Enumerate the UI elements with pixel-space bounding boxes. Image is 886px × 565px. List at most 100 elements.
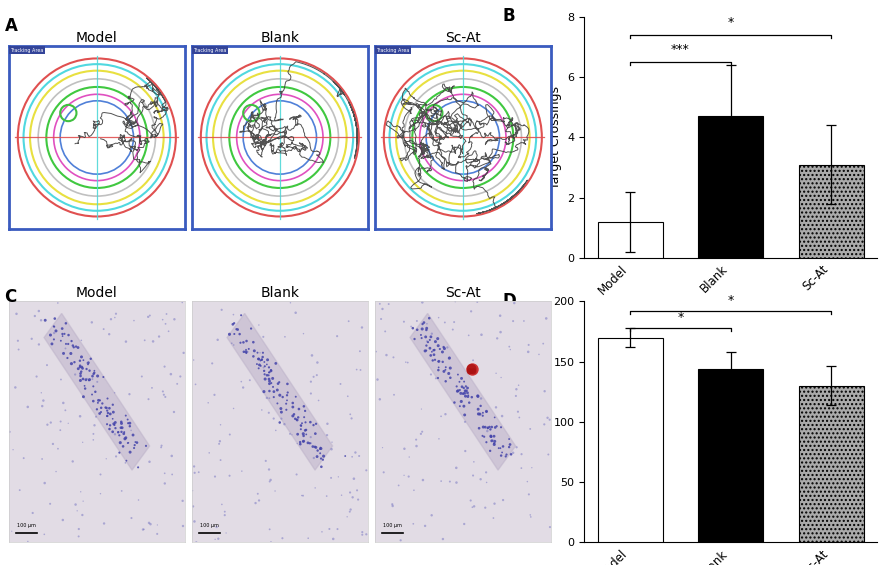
Point bbox=[54, 336, 68, 345]
Point bbox=[330, 524, 345, 533]
Point bbox=[170, 379, 184, 388]
Point bbox=[345, 414, 359, 423]
Point bbox=[93, 489, 107, 498]
Point bbox=[536, 339, 550, 348]
Point bbox=[289, 392, 303, 401]
Point bbox=[483, 425, 497, 434]
Point bbox=[230, 325, 245, 334]
Point bbox=[285, 430, 299, 439]
Point bbox=[262, 375, 276, 384]
Point bbox=[142, 395, 156, 404]
Point bbox=[415, 427, 429, 436]
Point bbox=[244, 324, 258, 333]
Point bbox=[341, 392, 355, 401]
Point bbox=[480, 427, 494, 436]
Point bbox=[154, 441, 168, 450]
Point bbox=[434, 412, 448, 421]
Point bbox=[451, 386, 465, 396]
Point bbox=[164, 370, 178, 379]
Point bbox=[236, 383, 250, 392]
Point bbox=[97, 372, 111, 381]
Point bbox=[73, 356, 87, 365]
Point bbox=[479, 438, 494, 447]
Point bbox=[467, 502, 481, 511]
Point bbox=[218, 507, 232, 516]
Point bbox=[296, 429, 310, 438]
Point bbox=[423, 336, 437, 345]
Point bbox=[474, 394, 488, 403]
Point bbox=[439, 377, 453, 386]
Point bbox=[131, 463, 145, 472]
Point bbox=[101, 408, 115, 418]
Point bbox=[346, 474, 361, 483]
Point bbox=[266, 374, 280, 383]
Bar bbox=[698, 369, 764, 542]
Point bbox=[392, 481, 406, 490]
Point bbox=[264, 366, 278, 375]
Point bbox=[324, 445, 338, 454]
Point bbox=[521, 347, 535, 357]
Point bbox=[442, 354, 456, 363]
Point bbox=[449, 463, 463, 472]
Point bbox=[20, 402, 35, 411]
Point bbox=[108, 430, 122, 439]
Point bbox=[85, 318, 99, 327]
Point bbox=[260, 393, 274, 402]
Polygon shape bbox=[44, 314, 150, 470]
Point bbox=[438, 318, 452, 327]
Point bbox=[108, 424, 122, 433]
Point bbox=[456, 389, 470, 398]
Point bbox=[208, 472, 222, 481]
Point bbox=[512, 413, 526, 422]
Point bbox=[502, 434, 517, 444]
Point bbox=[109, 452, 123, 461]
Text: 100 µm: 100 µm bbox=[200, 523, 219, 528]
Point bbox=[137, 336, 152, 345]
Point bbox=[543, 523, 557, 532]
Point bbox=[484, 432, 498, 441]
Point bbox=[310, 371, 324, 380]
Point bbox=[458, 386, 472, 396]
Point bbox=[253, 360, 267, 370]
Point bbox=[296, 437, 310, 446]
Title: Sc-At: Sc-At bbox=[445, 31, 481, 45]
Point bbox=[408, 334, 422, 344]
Point bbox=[82, 358, 96, 367]
Point bbox=[127, 316, 141, 325]
Point bbox=[477, 432, 491, 441]
Point bbox=[254, 406, 268, 415]
Point bbox=[75, 364, 89, 373]
Point bbox=[424, 511, 439, 520]
Point bbox=[226, 320, 240, 329]
Point bbox=[124, 514, 138, 523]
Point bbox=[428, 355, 442, 364]
Point bbox=[359, 466, 373, 475]
Point bbox=[462, 331, 476, 340]
Point bbox=[202, 449, 216, 458]
Point bbox=[229, 325, 244, 334]
Point bbox=[520, 477, 534, 486]
Point bbox=[65, 337, 79, 346]
Point bbox=[455, 397, 469, 406]
Point bbox=[298, 426, 312, 435]
Point bbox=[83, 354, 97, 363]
Point bbox=[283, 429, 297, 438]
Point bbox=[449, 382, 463, 391]
Point bbox=[276, 534, 290, 543]
Point bbox=[286, 402, 300, 411]
Point bbox=[43, 499, 58, 508]
Point bbox=[167, 407, 181, 416]
Point bbox=[51, 298, 65, 307]
Point bbox=[262, 386, 276, 396]
Point bbox=[225, 339, 239, 348]
Point bbox=[211, 534, 225, 543]
Point bbox=[420, 337, 434, 346]
Text: Tracking Area: Tracking Area bbox=[377, 48, 410, 53]
Point bbox=[431, 373, 445, 383]
Point bbox=[304, 438, 318, 447]
Point bbox=[424, 370, 438, 379]
Point bbox=[299, 430, 314, 439]
Point bbox=[277, 420, 291, 429]
Point bbox=[165, 470, 179, 479]
Point bbox=[310, 452, 324, 461]
